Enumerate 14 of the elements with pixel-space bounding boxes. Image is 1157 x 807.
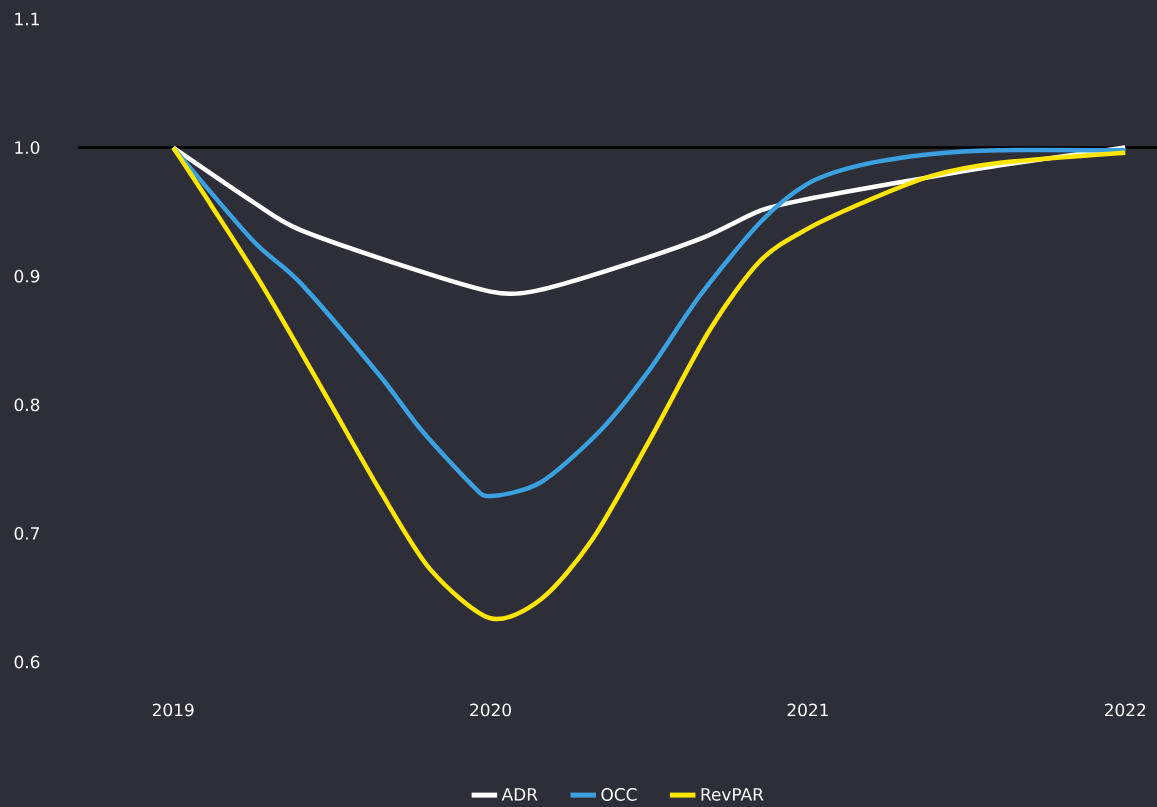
y-tick-label: 1.0: [15, 141, 40, 154]
x-tick-label: 2022: [1104, 703, 1146, 717]
legend-label: RevPAR: [701, 788, 764, 801]
legend-label: ADR: [501, 788, 538, 801]
y-tick-label: 0.6: [14, 655, 40, 669]
x-tick-label: 2021: [787, 703, 828, 717]
y-tick-label: 1.1: [15, 12, 39, 26]
line-series: [170, 145, 1128, 621]
y-tick-label: 0.7: [14, 526, 39, 540]
x-tick-label: 2019: [152, 703, 194, 717]
x-tick-label: 2020: [470, 703, 511, 717]
y-tick-label: 0.8: [14, 398, 40, 412]
legend-label: OCC: [601, 788, 637, 801]
y-tick-label: 0.9: [14, 269, 40, 283]
